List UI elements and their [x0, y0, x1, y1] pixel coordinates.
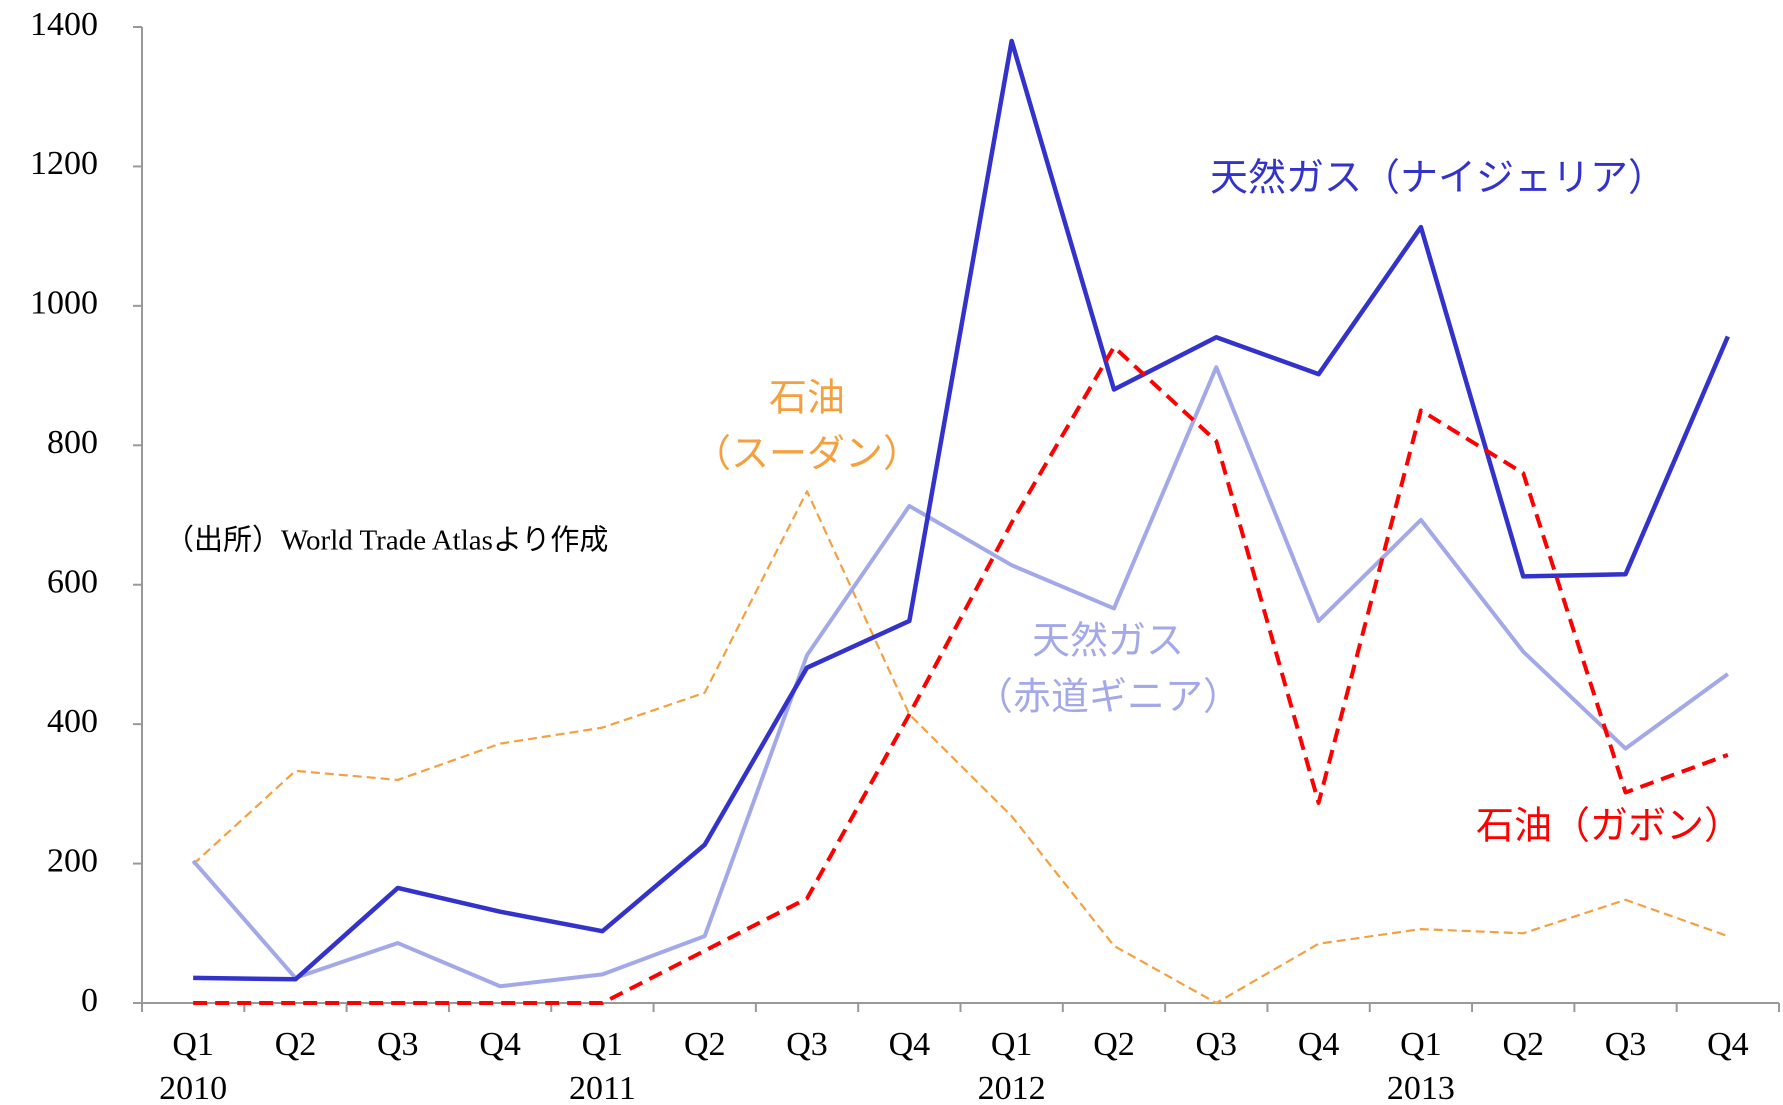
x-tick-label: Q4 [889, 1026, 931, 1063]
x-tick-label: Q2 [1502, 1026, 1544, 1063]
series-label: 石油 [769, 376, 845, 420]
series-line [192, 490, 1729, 1005]
series-label: 天然ガス [1032, 619, 1184, 663]
source-note: （出所）World Trade Atlasより作成 [165, 524, 608, 557]
series-label: （スーダン） [693, 432, 921, 476]
x-tick-label: Q4 [479, 1026, 521, 1063]
y-tick-label: 600 [47, 564, 98, 601]
y-tick-label: 1000 [30, 285, 98, 322]
x-tick-label: Q1 [1400, 1026, 1442, 1063]
series-label: （赤道ギニア） [975, 675, 1241, 719]
series-line [193, 38, 1730, 982]
x-tick-label: Q4 [1707, 1026, 1749, 1063]
x-tick-label: Q2 [1093, 1026, 1135, 1063]
y-tick-label: 0 [81, 982, 98, 1019]
y-tick-label: 1200 [30, 145, 98, 182]
y-tick-label: 200 [47, 842, 98, 879]
x-tick-label: Q4 [1298, 1026, 1340, 1063]
series-line [193, 344, 1729, 1005]
x-group-label: 2013 [1387, 1070, 1455, 1105]
series-label: 石油（ガボン） [1476, 804, 1742, 848]
x-tick-label: Q3 [786, 1026, 828, 1063]
x-tick-label: Q1 [582, 1026, 624, 1063]
x-tick-label: Q3 [1196, 1026, 1238, 1063]
y-tick-label: 800 [47, 424, 98, 461]
x-tick-label: Q1 [991, 1026, 1033, 1063]
x-tick-label: Q1 [172, 1026, 214, 1063]
x-tick-label: Q3 [377, 1026, 419, 1063]
x-group-label: 2011 [569, 1070, 636, 1105]
x-group-label: 2012 [978, 1070, 1046, 1105]
y-tick-label: 1400 [30, 6, 98, 43]
series-line [191, 365, 1730, 989]
x-group-label: 2010 [159, 1070, 227, 1105]
x-tick-label: Q2 [275, 1026, 317, 1063]
x-tick-label: Q2 [684, 1026, 726, 1063]
x-tick-label: Q3 [1605, 1026, 1647, 1063]
y-tick-label: 400 [47, 703, 98, 740]
series-label: 天然ガス（ナイジェリア） [1210, 156, 1666, 200]
